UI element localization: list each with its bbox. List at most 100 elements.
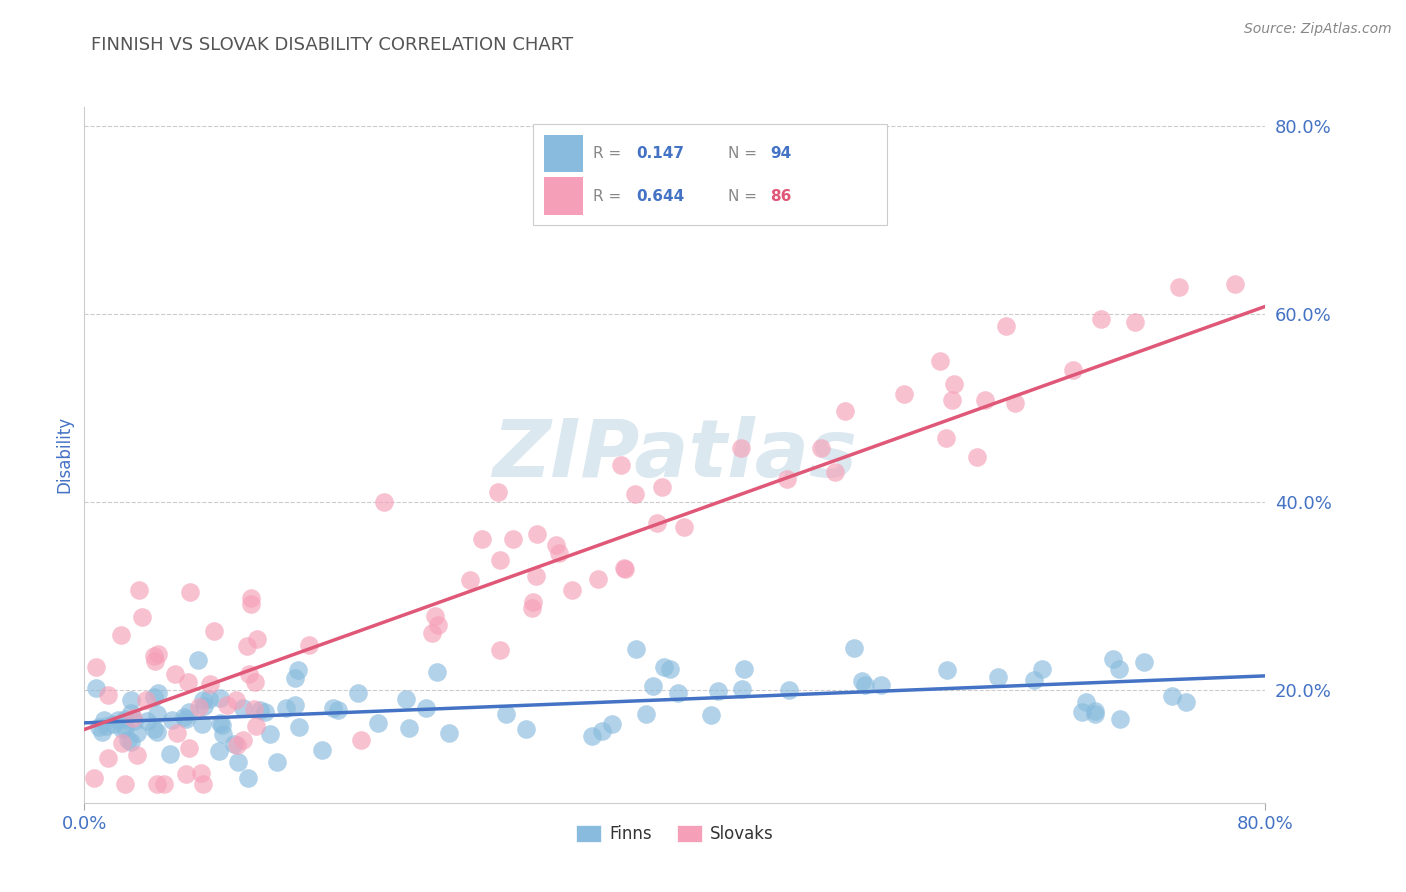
Point bbox=[489, 553, 512, 567]
Point bbox=[191, 693, 214, 707]
Point bbox=[426, 617, 449, 632]
Point bbox=[259, 727, 281, 741]
Point bbox=[395, 692, 418, 706]
Point bbox=[148, 686, 170, 700]
Point bbox=[1160, 689, 1182, 703]
Point bbox=[287, 663, 309, 677]
Point bbox=[522, 595, 544, 609]
Text: Source: ZipAtlas.com: Source: ZipAtlas.com bbox=[1244, 22, 1392, 37]
Point bbox=[1125, 315, 1147, 329]
Point bbox=[202, 624, 225, 639]
Point bbox=[177, 740, 200, 755]
Point bbox=[778, 683, 800, 698]
Point bbox=[941, 393, 963, 408]
Point bbox=[84, 660, 107, 674]
Point bbox=[120, 706, 142, 721]
Point bbox=[288, 719, 311, 733]
Point bbox=[222, 738, 245, 752]
Point bbox=[591, 724, 613, 739]
Point bbox=[613, 560, 636, 574]
Point bbox=[460, 573, 482, 587]
Point bbox=[245, 719, 267, 733]
Point bbox=[209, 715, 232, 730]
Point bbox=[420, 625, 443, 640]
Point bbox=[97, 688, 120, 702]
Point bbox=[842, 641, 865, 656]
Point bbox=[666, 686, 689, 700]
Point bbox=[624, 642, 647, 657]
Point bbox=[238, 771, 260, 785]
Point bbox=[198, 677, 221, 691]
Point bbox=[581, 729, 603, 743]
Point bbox=[90, 725, 112, 739]
Point bbox=[672, 520, 695, 534]
Point bbox=[236, 639, 259, 653]
Point bbox=[187, 653, 209, 667]
Point bbox=[97, 751, 120, 765]
Point bbox=[415, 700, 437, 714]
Point bbox=[160, 713, 183, 727]
Point bbox=[1174, 695, 1197, 709]
Point bbox=[191, 716, 214, 731]
Point bbox=[239, 597, 262, 611]
Point bbox=[94, 719, 117, 733]
Point bbox=[114, 721, 136, 735]
Point bbox=[153, 777, 176, 791]
Point bbox=[120, 735, 142, 749]
Point bbox=[1070, 705, 1092, 719]
Point bbox=[101, 716, 124, 731]
Point bbox=[1108, 713, 1130, 727]
Point bbox=[131, 610, 153, 624]
Point bbox=[834, 404, 856, 418]
Point bbox=[423, 608, 446, 623]
Point bbox=[350, 733, 373, 747]
Point bbox=[165, 667, 187, 681]
Point bbox=[373, 495, 395, 509]
Point bbox=[211, 718, 233, 732]
Point bbox=[471, 532, 494, 546]
Point bbox=[143, 649, 166, 664]
Point bbox=[93, 713, 115, 727]
Point bbox=[966, 450, 988, 464]
Point bbox=[232, 701, 254, 715]
Point bbox=[1004, 396, 1026, 410]
Point bbox=[148, 647, 170, 661]
Point bbox=[143, 690, 166, 705]
Point bbox=[706, 683, 728, 698]
Point bbox=[120, 692, 142, 706]
Point bbox=[173, 709, 195, 723]
Point bbox=[1168, 279, 1191, 293]
Point bbox=[544, 538, 567, 552]
Point bbox=[208, 691, 231, 706]
Point bbox=[146, 777, 169, 791]
Point bbox=[1133, 656, 1156, 670]
Point bbox=[143, 723, 166, 737]
Point bbox=[973, 393, 995, 408]
Point bbox=[226, 755, 249, 769]
Point bbox=[1108, 662, 1130, 676]
Point bbox=[190, 766, 212, 780]
Point bbox=[232, 733, 254, 747]
Point bbox=[207, 744, 229, 758]
Point bbox=[114, 777, 136, 791]
Point bbox=[426, 665, 449, 680]
Legend: Finns, Slovaks: Finns, Slovaks bbox=[569, 819, 780, 850]
Point bbox=[187, 700, 209, 714]
Point bbox=[146, 725, 169, 739]
Point bbox=[179, 585, 201, 599]
Point bbox=[994, 318, 1017, 333]
Point bbox=[810, 442, 832, 456]
Point bbox=[238, 666, 260, 681]
Point bbox=[127, 725, 149, 739]
Point bbox=[641, 680, 664, 694]
Point bbox=[1084, 706, 1107, 721]
Point bbox=[561, 582, 583, 597]
Point bbox=[311, 743, 333, 757]
Point bbox=[225, 693, 247, 707]
Point bbox=[398, 722, 420, 736]
Point bbox=[298, 638, 321, 652]
Point bbox=[893, 387, 915, 401]
Point bbox=[600, 716, 623, 731]
Point bbox=[174, 767, 197, 781]
Point bbox=[328, 703, 350, 717]
